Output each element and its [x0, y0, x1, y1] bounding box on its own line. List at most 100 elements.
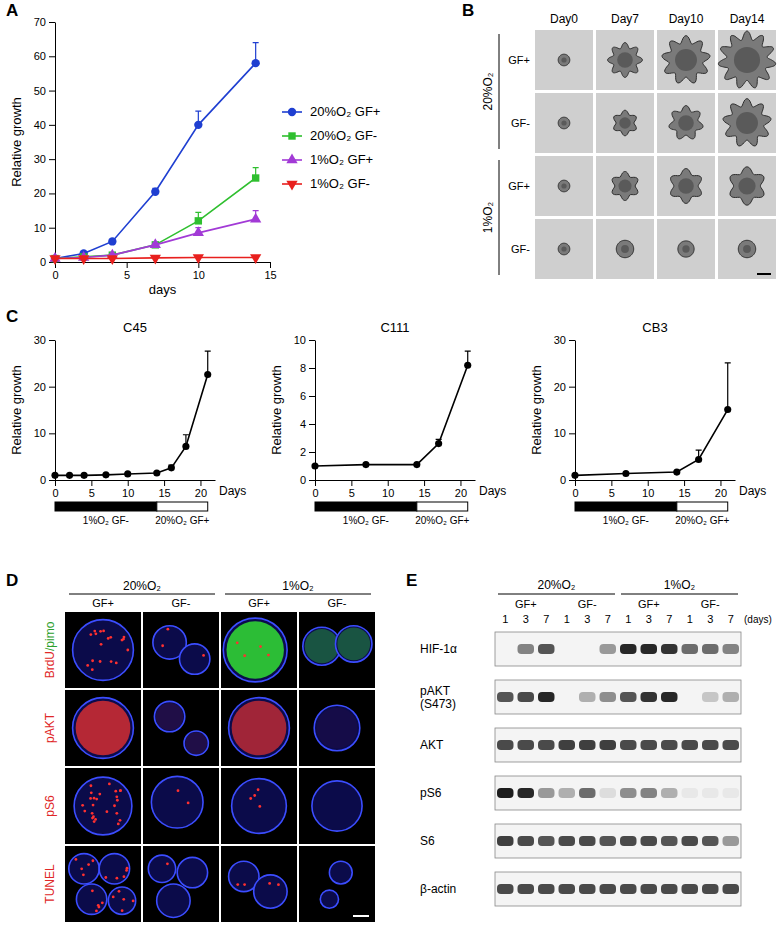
band	[579, 644, 596, 654]
y-axis-line	[55, 23, 56, 263]
stain-dot	[119, 819, 122, 822]
y-axis-tick: 10	[34, 222, 55, 234]
blot-strip	[495, 632, 741, 666]
stain-dot	[91, 659, 94, 662]
band	[497, 644, 514, 654]
stain-dot	[118, 890, 121, 893]
column-label: GF-	[328, 597, 347, 609]
stain-dot	[177, 789, 180, 792]
organoid	[69, 854, 99, 884]
row-label-part: pAKT	[43, 712, 57, 743]
stain-dot	[89, 797, 92, 800]
stain-dot	[102, 630, 105, 633]
y-axis-tick: 30	[554, 334, 575, 346]
band	[661, 788, 678, 798]
y-axis-tick-mark	[49, 56, 55, 57]
x-axis-tick: 15	[418, 480, 430, 499]
marker	[464, 362, 471, 369]
x-axis-tick: 5	[89, 480, 95, 499]
x-axis-tick-mark	[611, 480, 612, 486]
x-axis-tick-label: 10	[122, 487, 134, 499]
stain-dot	[116, 799, 119, 802]
stain-dot	[113, 804, 116, 807]
band	[641, 692, 658, 702]
stain-dot	[90, 784, 93, 787]
column-label: GF+	[515, 598, 537, 610]
y-axis-tick: 0	[300, 474, 315, 486]
marker	[571, 472, 578, 479]
y-axis-tick-label: 20	[34, 187, 46, 199]
stain-dot	[122, 898, 125, 901]
image-tile	[718, 156, 776, 216]
band	[661, 740, 678, 750]
x-axis-tick-label: 15	[418, 487, 430, 499]
band	[702, 740, 719, 750]
day-label: 3	[523, 613, 529, 625]
scale-bar	[353, 915, 369, 917]
x-axis-tick-label: 15	[678, 487, 690, 499]
band	[518, 788, 535, 798]
image-tile	[143, 690, 219, 766]
organoid	[179, 644, 209, 674]
stain-dot	[94, 632, 97, 635]
band	[702, 644, 719, 654]
x-axis-line	[56, 480, 216, 481]
band	[723, 644, 740, 654]
stain-dot	[132, 900, 135, 903]
x-axis-title: Days	[739, 484, 766, 498]
stain-dot	[91, 889, 94, 892]
y-axis-tick-mark	[49, 159, 55, 160]
x-axis-tick-mark	[684, 480, 685, 486]
organoid-core	[736, 112, 758, 134]
image-tile	[718, 93, 776, 153]
y-axis-tick-label: 30	[34, 153, 46, 165]
organoid	[558, 117, 570, 129]
band	[620, 740, 637, 750]
panel-e: 20%O₂GF+137GF-1371%O₂GF+137GF-137(days)H…	[420, 578, 772, 906]
y-axis-tick-label: 20	[554, 381, 566, 393]
stain-dot	[249, 797, 252, 800]
stain-green	[305, 629, 339, 663]
band	[497, 884, 514, 894]
chart-title: C111	[380, 320, 409, 335]
y-axis-tick: 8	[300, 362, 315, 374]
x-axis-tick: 5	[124, 262, 130, 281]
stain-dot	[95, 798, 98, 801]
x-axis-tick-mark	[424, 480, 425, 486]
x-axis-tick: 10	[642, 480, 654, 499]
row-label: β-actin	[420, 882, 456, 896]
phase-bar	[55, 502, 157, 511]
y-axis-tick-mark	[309, 340, 315, 341]
row-label-part: TUNEL	[43, 864, 57, 904]
y-axis-title: Relative growth	[269, 365, 284, 455]
stain-dot	[126, 649, 129, 652]
stain-dot	[95, 910, 98, 913]
organoid-core	[561, 120, 566, 125]
stain-dot	[93, 630, 96, 633]
stain-dot	[236, 883, 239, 886]
band	[702, 884, 719, 894]
marker	[311, 462, 318, 469]
band	[518, 884, 535, 894]
x-axis-line	[56, 262, 271, 263]
marker	[251, 59, 259, 67]
y-axis-tick: 40	[34, 119, 55, 131]
marker	[81, 472, 88, 479]
band	[600, 644, 617, 654]
band	[641, 740, 658, 750]
x-axis-tick: 0	[52, 480, 58, 499]
band	[518, 836, 535, 846]
y-axis-tick-mark	[569, 387, 575, 388]
stain-green	[226, 621, 283, 678]
x-axis-title: Days	[219, 484, 246, 498]
x-axis-tick: 0	[572, 480, 578, 499]
plot-area	[571, 363, 731, 479]
x-axis-tick-label: 15	[264, 269, 276, 281]
group-rule	[225, 594, 371, 595]
stain-dot	[267, 654, 270, 657]
y-axis-tick-mark	[49, 480, 55, 481]
band	[538, 884, 555, 894]
x-axis-tick-mark	[575, 480, 576, 486]
stain-dot	[115, 812, 118, 815]
band	[682, 788, 699, 798]
